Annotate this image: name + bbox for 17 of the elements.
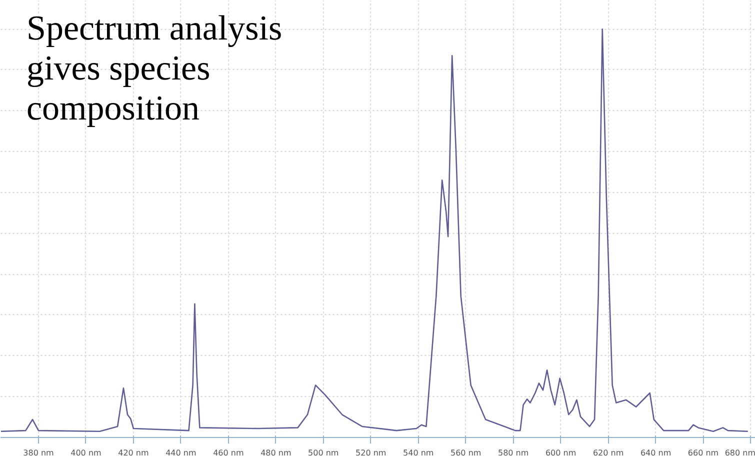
- x-tick-label: 660 nm: [688, 448, 719, 458]
- x-tick-label: 380 nm: [23, 448, 54, 458]
- x-tick-label: 580 nm: [498, 448, 529, 458]
- x-tick-label: 680 nm: [724, 448, 755, 458]
- text: Spectrum analysis gives species composition: [26, 8, 282, 128]
- x-tick-label: 640 nm: [640, 448, 672, 458]
- x-tick-label: 620 nm: [592, 448, 624, 458]
- x-tick-label: 540 nm: [403, 448, 434, 458]
- x-tick-label: 460 nm: [213, 448, 244, 458]
- x-tick-label: 480 nm: [260, 448, 292, 458]
- x-tick-label: 420 nm: [118, 448, 149, 458]
- x-tick-label: 400 nm: [70, 448, 102, 458]
- x-tick-label: 440 nm: [166, 448, 196, 458]
- x-tick-label: 600 nm: [545, 448, 576, 458]
- x-tick-label: 560 nm: [450, 448, 482, 458]
- x-tick-label: 500 nm: [308, 448, 339, 458]
- x-tick-label: 520 nm: [356, 448, 386, 458]
